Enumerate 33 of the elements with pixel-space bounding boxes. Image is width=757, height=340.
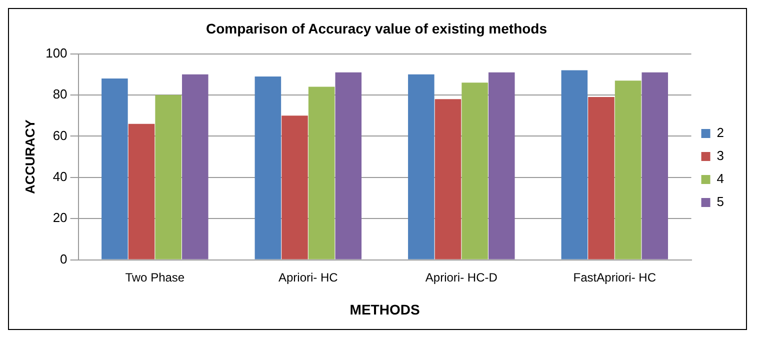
y-tick-label: 20 — [52, 210, 68, 226]
y-tick-label: 40 — [52, 168, 68, 184]
y-axis-title: ACCURACY — [22, 119, 38, 194]
legend-label: 3 — [716, 148, 724, 164]
y-tick-label: 100 — [46, 45, 68, 60]
y-tick-label: 0 — [60, 251, 68, 266]
bar — [128, 124, 155, 260]
bar — [561, 70, 588, 260]
chart-title: Comparison of Accuracy value of existing methods — [206, 20, 548, 36]
x-tick-label: FastApriori- HC — [573, 270, 656, 284]
bar — [254, 76, 282, 260]
bar — [182, 74, 208, 260]
y-tick-label: 80 — [52, 86, 68, 102]
bar — [308, 86, 335, 260]
bar — [408, 74, 434, 260]
bar — [588, 97, 614, 260]
x-axis-title: METHODS — [350, 301, 420, 318]
legend-label: 2 — [716, 125, 724, 140]
bar — [434, 99, 462, 260]
legend-label: 5 — [716, 194, 724, 210]
x-tick-label: Two Phase — [125, 270, 185, 284]
x-tick-label: Apriori- HC-D — [425, 270, 498, 284]
bar — [462, 82, 488, 260]
legend-label: 4 — [716, 171, 724, 186]
bar — [614, 80, 642, 260]
bar — [335, 72, 362, 260]
y-tick-label: 60 — [52, 128, 68, 143]
bar — [102, 78, 128, 260]
bar — [282, 116, 308, 260]
bar — [488, 72, 515, 260]
bar — [155, 95, 182, 260]
bar — [642, 72, 668, 260]
x-tick-label: Apriori- HC — [278, 270, 338, 284]
